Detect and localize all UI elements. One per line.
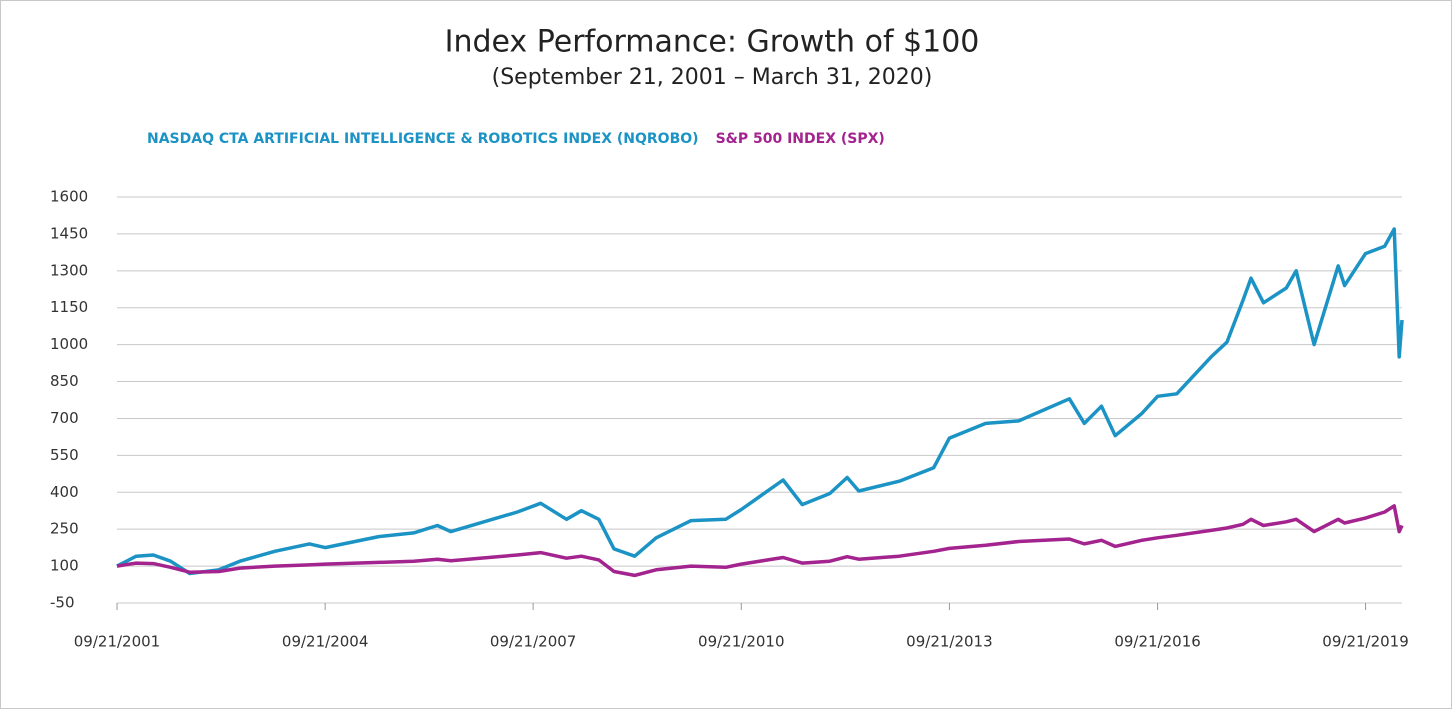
y-tick-label: 1600: [50, 188, 88, 206]
x-tick-label: 09/21/2013: [906, 633, 992, 651]
x-tick-label: 09/21/2010: [698, 633, 784, 651]
y-tick-label: 1450: [50, 224, 88, 242]
y-tick-label: -50: [50, 594, 75, 612]
y-tick-label: 700: [50, 409, 79, 427]
chart-title: Index Performance: Growth of $100: [445, 25, 980, 60]
series-line: [116, 227, 1404, 576]
x-tick-label: 09/21/2016: [1114, 633, 1200, 651]
y-tick-label: 1000: [50, 335, 88, 353]
legend-entry: NASDAQ CTA ARTIFICIAL INTELLIGENCE & ROB…: [147, 131, 699, 147]
y-tick-label: 550: [50, 446, 79, 464]
chart-subtitle: (September 21, 2001 – March 31, 2020): [492, 65, 933, 90]
y-tick-label: 400: [50, 483, 79, 501]
x-tick-label: 09/21/2007: [490, 633, 576, 651]
y-tick-label: 850: [50, 372, 79, 390]
x-tick-label: 09/21/2019: [1322, 633, 1408, 651]
x-tick-label: 09/21/2004: [282, 633, 368, 651]
y-tick-label: 1150: [50, 298, 88, 316]
legend-entry: S&P 500 INDEX (SPX): [716, 131, 885, 147]
y-tick-label: 100: [50, 557, 79, 575]
y-tick-label: 1300: [50, 261, 88, 279]
x-tick-label: 09/21/2001: [74, 633, 160, 651]
y-tick-label: 250: [50, 520, 79, 538]
series-line: [116, 504, 1404, 578]
